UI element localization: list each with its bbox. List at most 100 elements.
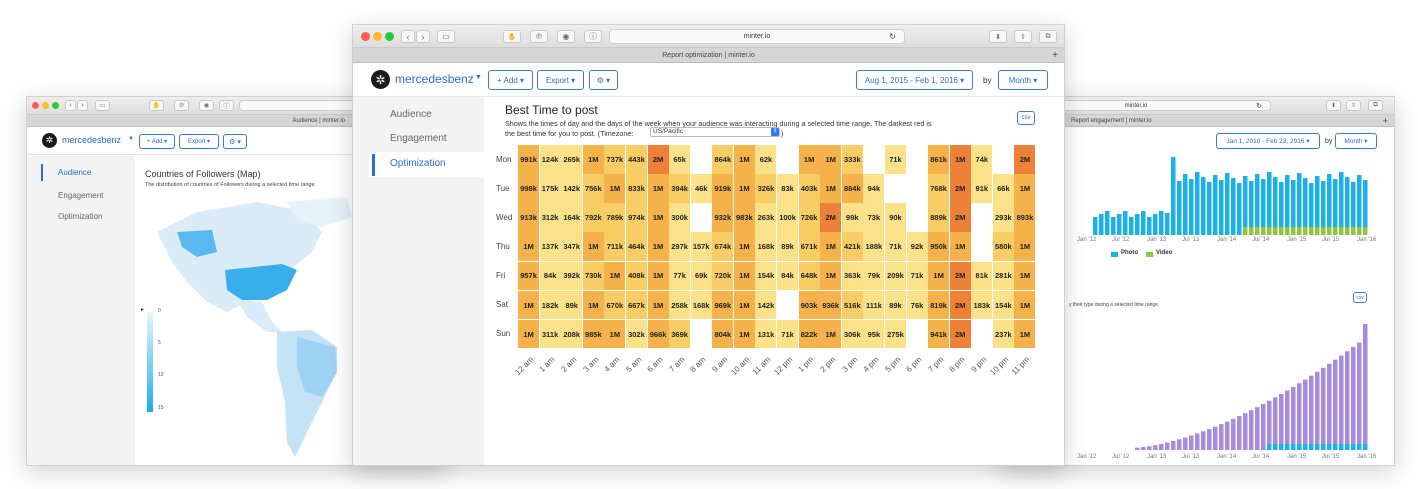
back-icon[interactable]: ‹ bbox=[65, 100, 76, 111]
main-sidebar-active-row[interactable] bbox=[369, 152, 484, 177]
heatmap-cell[interactable]: 392k bbox=[561, 261, 583, 291]
heatmap-cell[interactable]: 1M bbox=[733, 319, 755, 349]
heatmap-cell[interactable]: 966k bbox=[647, 319, 669, 349]
heatmap-cell[interactable]: 1M bbox=[733, 174, 755, 203]
heatmap-cell[interactable]: 95k bbox=[863, 319, 885, 349]
heatmap-cell[interactable]: 1M bbox=[733, 261, 755, 291]
heatmap-cell[interactable]: 957k bbox=[518, 261, 540, 291]
heatmap-cell[interactable]: 919k bbox=[712, 174, 734, 203]
heatmap-cell[interactable]: 258k bbox=[669, 290, 691, 320]
heatmap-cell[interactable]: 730k bbox=[582, 261, 604, 291]
heatmap-cell[interactable]: 369k bbox=[669, 319, 691, 349]
heatmap-cell[interactable]: 1M bbox=[949, 232, 971, 262]
heatmap-cell[interactable]: 1M bbox=[647, 203, 669, 232]
heatmap-cell[interactable]: 2M bbox=[1014, 145, 1036, 174]
heatmap-cell[interactable]: 648k bbox=[798, 261, 820, 291]
heatmap-cell[interactable]: 394k bbox=[669, 174, 691, 203]
heatmap-cell[interactable]: 2M bbox=[647, 145, 669, 174]
heatmap-cell[interactable] bbox=[971, 203, 993, 232]
heatmap-cell[interactable]: 941k bbox=[928, 319, 950, 349]
heatmap-cell[interactable]: 77k bbox=[669, 261, 691, 291]
main-close-dot[interactable] bbox=[361, 32, 370, 41]
heatmap-cell[interactable]: 1M bbox=[820, 145, 842, 174]
heatmap-cell[interactable]: 893k bbox=[1014, 203, 1036, 232]
heatmap-cell[interactable]: 671k bbox=[798, 232, 820, 262]
heatmap-cell[interactable]: 861k bbox=[928, 145, 950, 174]
heatmap-cell[interactable]: 263k bbox=[755, 203, 777, 232]
heatmap-cell[interactable]: 154k bbox=[755, 261, 777, 291]
heatmap-cell[interactable]: 347k bbox=[561, 232, 583, 262]
heatmap-cell[interactable]: 1M bbox=[582, 145, 604, 174]
heatmap-cell[interactable] bbox=[690, 145, 712, 174]
heatmap-cell[interactable]: 1M bbox=[1014, 290, 1036, 320]
heatmap-cell[interactable]: 142k bbox=[755, 290, 777, 320]
heatmap-cell[interactable]: 183k bbox=[971, 290, 993, 320]
sidebar-icon[interactable]: ▭ bbox=[95, 100, 110, 111]
heatmap-cell[interactable]: 124k bbox=[539, 145, 561, 174]
heatmap-cell[interactable]: 1M bbox=[518, 319, 540, 349]
heatmap-cell[interactable]: 79k bbox=[863, 261, 885, 291]
main-tab[interactable]: Report optimization | minter.io + bbox=[353, 48, 1064, 63]
heatmap-cell[interactable]: 1M bbox=[647, 174, 669, 203]
heatmap-cell[interactable]: 83k bbox=[777, 174, 799, 203]
record-icon[interactable]: ◉ bbox=[199, 100, 214, 111]
heatmap-cell[interactable]: 208k bbox=[561, 319, 583, 349]
main-settings-button[interactable]: ⚙ ▾ bbox=[589, 70, 618, 90]
main-share-icon[interactable]: ⇧ bbox=[1014, 30, 1032, 43]
heatmap-cell[interactable]: 137k bbox=[539, 232, 561, 262]
main-info-icon[interactable]: ⓘ bbox=[584, 30, 602, 43]
brand-dropdown[interactable]: mercedesbenz bbox=[62, 135, 122, 145]
heatmap-cell[interactable]: 985k bbox=[582, 319, 604, 349]
heatmap-cell[interactable]: 1M bbox=[582, 290, 604, 320]
heatmap-cell[interactable]: 822k bbox=[798, 319, 820, 349]
export-button[interactable]: Export ▾ bbox=[179, 134, 219, 149]
heatmap-cell[interactable] bbox=[777, 145, 799, 174]
main-url-bar[interactable]: minter.io ↻ bbox=[609, 29, 905, 44]
heatmap-cell[interactable] bbox=[690, 319, 712, 349]
date-range-button[interactable]: Aug 1, 2015 - Feb 1, 2016 ▾ bbox=[856, 70, 973, 90]
heatmap-cell[interactable]: 297k bbox=[669, 232, 691, 262]
heatmap-cell[interactable]: 789k bbox=[604, 203, 626, 232]
main-sidebar-icon[interactable]: ▭ bbox=[437, 30, 455, 43]
brand-caret-icon[interactable]: ▼ bbox=[128, 136, 134, 142]
main-back-icon[interactable]: ‹ bbox=[401, 30, 415, 43]
heatmap-cell[interactable]: 1M bbox=[1014, 232, 1036, 262]
main-reload-icon[interactable]: ↻ bbox=[889, 32, 896, 41]
heatmap-cell[interactable]: 131k bbox=[755, 319, 777, 349]
heatmap-cell[interactable]: 90k bbox=[884, 203, 906, 232]
heatmap-cell[interactable]: 164k bbox=[561, 203, 583, 232]
heatmap-cell[interactable]: 1M bbox=[518, 290, 540, 320]
heatmap-cell[interactable]: 1M bbox=[820, 319, 842, 349]
main-pinterest-icon[interactable]: ℗ bbox=[530, 30, 548, 43]
heatmap-cell[interactable] bbox=[863, 145, 885, 174]
add-button[interactable]: + Add ▾ bbox=[139, 134, 175, 149]
heatmap-cell[interactable]: 1M bbox=[820, 261, 842, 291]
main-record-icon[interactable]: ◉ bbox=[557, 30, 575, 43]
heatmap-cell[interactable]: 100k bbox=[777, 203, 799, 232]
heatmap-cell[interactable] bbox=[690, 203, 712, 232]
heatmap-cell[interactable]: 76k bbox=[906, 290, 928, 320]
settings-button[interactable]: ⚙ ▾ bbox=[223, 134, 247, 149]
sidebar-item-audience[interactable]: Audience bbox=[58, 168, 92, 177]
main-brand-dropdown[interactable]: mercedesbenz bbox=[395, 72, 474, 86]
heatmap-cell[interactable]: 1M bbox=[604, 319, 626, 349]
heatmap-cell[interactable]: 94k bbox=[863, 174, 885, 203]
main-brand-caret-icon[interactable]: ▼ bbox=[475, 74, 482, 81]
heatmap-cell[interactable]: 1M bbox=[928, 261, 950, 291]
main-sidebar-item-optimization[interactable]: Optimization bbox=[390, 158, 446, 169]
heatmap-cell[interactable]: 311k bbox=[539, 319, 561, 349]
heatmap-cell[interactable]: 157k bbox=[690, 232, 712, 262]
heatmap-cell[interactable]: 1M bbox=[604, 174, 626, 203]
heatmap-cell[interactable]: 1M bbox=[1014, 319, 1036, 349]
heatmap-cell[interactable]: 580k bbox=[992, 232, 1014, 262]
main-minimize-dot[interactable] bbox=[373, 32, 382, 41]
heatmap-cell[interactable]: 84k bbox=[777, 261, 799, 291]
heatmap-cell[interactable]: 1M bbox=[1014, 261, 1036, 291]
heatmap-cell[interactable]: 65k bbox=[669, 145, 691, 174]
heatmap-cell[interactable]: 62k bbox=[755, 145, 777, 174]
heatmap-cell[interactable]: 1M bbox=[820, 232, 842, 262]
main-sidebar-item-engagement[interactable]: Engagement bbox=[390, 133, 447, 144]
right-period-button[interactable]: Month ▾ bbox=[1335, 133, 1377, 149]
heatmap-cell[interactable]: 71k bbox=[906, 261, 928, 291]
heatmap-cell[interactable]: 111k bbox=[863, 290, 885, 320]
